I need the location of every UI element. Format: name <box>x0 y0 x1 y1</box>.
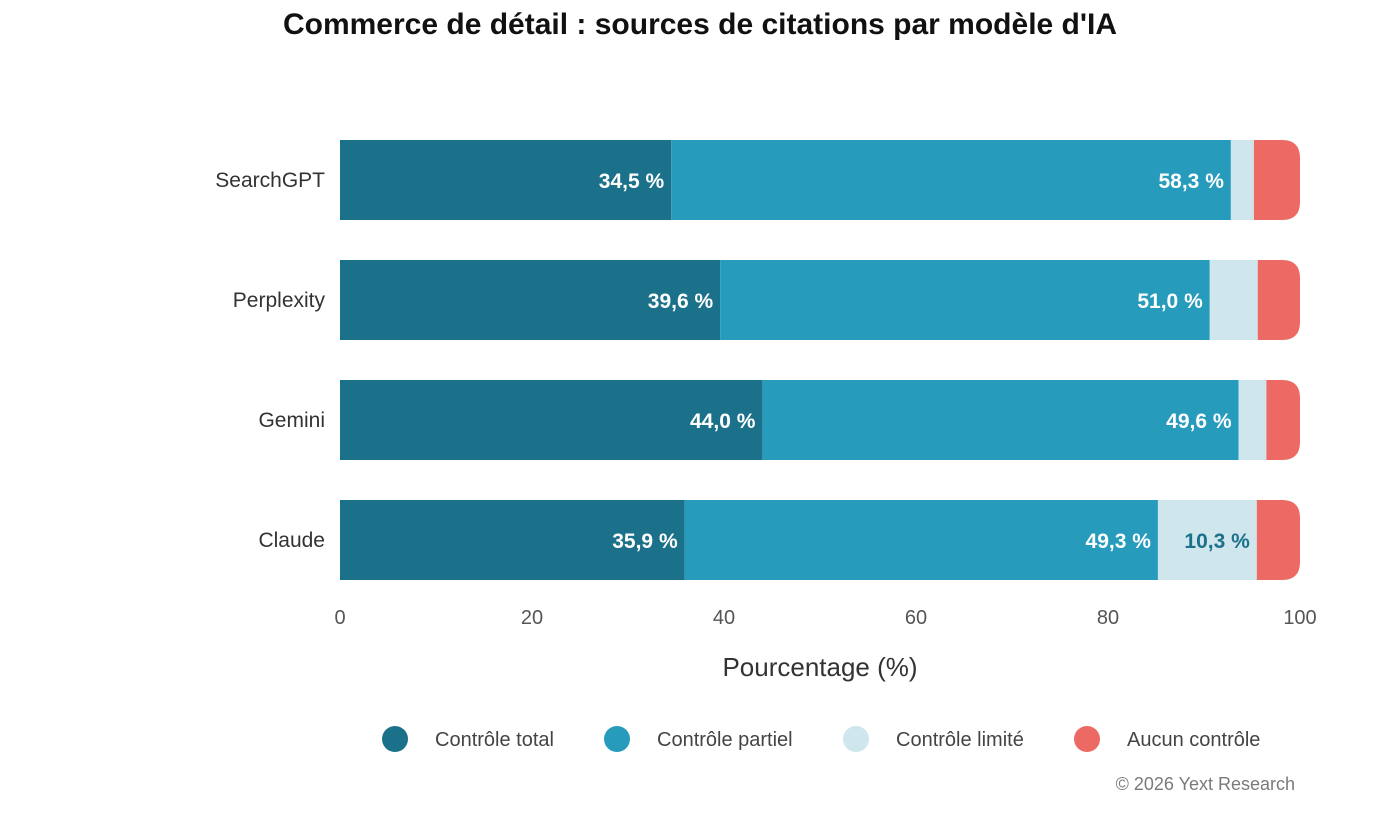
data-label: 35,9 % <box>612 530 678 553</box>
chart-title: Commerce de détail : sources de citation… <box>282 8 1118 41</box>
bar-segment <box>340 140 672 220</box>
bar-row-searchgpt <box>340 140 1300 220</box>
bar-row-claude <box>340 500 1300 580</box>
bar-segment <box>1238 380 1267 460</box>
x-tick-label: 100 <box>1283 607 1316 629</box>
x-tick-label: 60 <box>905 607 927 629</box>
bar-segment <box>671 140 1231 220</box>
data-label: 34,5 % <box>599 170 665 193</box>
data-label: 44,0 % <box>690 410 756 433</box>
legend-swatch <box>843 726 869 752</box>
bar-segment <box>1157 500 1257 580</box>
category-label: Perplexity <box>233 289 326 312</box>
bar-segment <box>720 260 1210 340</box>
category-label: SearchGPT <box>215 169 325 192</box>
category-label: Claude <box>258 529 325 552</box>
bar-segment <box>340 260 721 340</box>
x-tick-label: 20 <box>521 607 543 629</box>
bar-row-perplexity <box>340 260 1300 340</box>
bar-segment <box>340 500 685 580</box>
x-tick-label: 80 <box>1097 607 1119 629</box>
legend-swatch <box>382 726 408 752</box>
legend-label: Contrôle total <box>435 729 554 751</box>
data-label: 39,6 % <box>648 290 714 313</box>
category-label: Gemini <box>258 409 325 432</box>
data-label: 49,3 % <box>1086 530 1152 553</box>
bar-segment <box>1266 380 1300 460</box>
legend-label: Contrôle limité <box>896 729 1024 751</box>
x-tick-label: 0 <box>334 607 345 629</box>
bar-segment <box>1209 260 1258 340</box>
bar-row-gemini <box>340 380 1300 460</box>
data-label: 51,0 % <box>1137 290 1203 313</box>
data-label: 58,3 % <box>1158 170 1224 193</box>
bar-segment <box>1257 260 1300 340</box>
x-tick-label: 40 <box>713 607 735 629</box>
data-label: 10,3 % <box>1184 530 1250 553</box>
bar-segment <box>762 380 1239 460</box>
legend-label: Contrôle partiel <box>657 729 793 751</box>
bar-segment <box>340 380 763 460</box>
bar-segment <box>1230 140 1254 220</box>
x-axis-title: Pourcentage (%) <box>722 652 917 682</box>
legend-swatch <box>604 726 630 752</box>
bar-segment <box>1253 140 1300 220</box>
bar-segment <box>1256 500 1300 580</box>
bar-segment <box>684 500 1158 580</box>
copyright-credit: © 2026 Yext Research <box>1115 774 1295 794</box>
legend-swatch <box>1074 726 1100 752</box>
data-label: 49,6 % <box>1166 410 1232 433</box>
legend-label: Aucun contrôle <box>1127 729 1260 751</box>
